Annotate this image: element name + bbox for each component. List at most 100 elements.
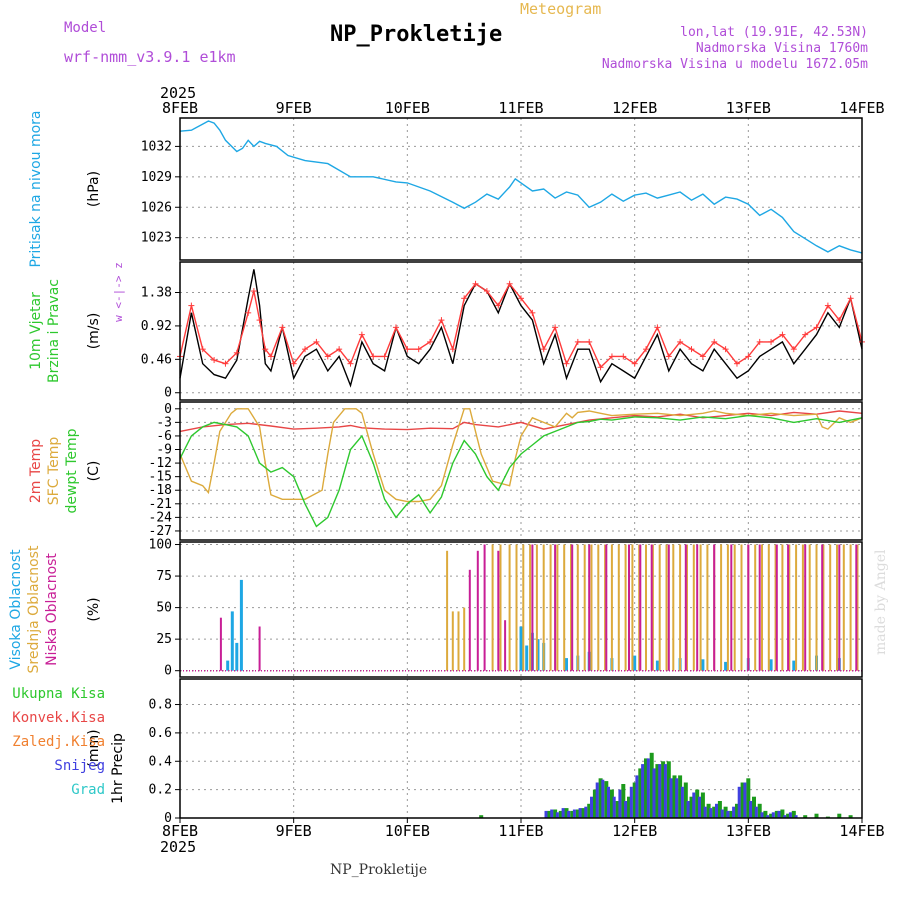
panel-ylabel: SFC Temp	[46, 437, 62, 506]
wind-compass-label: w <-|-> z	[112, 262, 125, 322]
panel-frame	[179, 261, 863, 401]
bar	[554, 544, 557, 671]
bar	[631, 544, 634, 671]
wind-plus-marker	[415, 346, 422, 353]
bar	[757, 803, 762, 818]
bar	[842, 544, 845, 671]
bar	[729, 810, 734, 818]
wind-plus-marker	[262, 346, 269, 353]
bar	[497, 550, 500, 671]
bar	[633, 655, 637, 671]
bar	[724, 661, 728, 671]
bar	[556, 544, 559, 671]
panel-clouds: 0 25 50 75 100 (%) Visoka Oblacnost Srednja Obl…	[8, 538, 863, 679]
bar	[737, 786, 741, 818]
bar	[786, 813, 791, 818]
bar	[769, 659, 773, 671]
coords-text: lon,lat (19.91E, 42.53N)	[680, 25, 868, 40]
precip-legend-item: Snijeg	[54, 758, 105, 774]
bar	[703, 806, 707, 818]
bar	[618, 789, 622, 818]
panel-ylabel: 1hr Precip	[110, 733, 126, 804]
time-tick-label-top: 12FEB	[612, 99, 657, 117]
bar	[754, 544, 757, 671]
bar	[667, 544, 670, 671]
bar	[669, 778, 673, 818]
wind-plus-marker	[790, 346, 797, 353]
series-line	[179, 414, 863, 528]
y-tick-label: -12	[149, 456, 172, 471]
bar	[504, 620, 507, 671]
time-tick-label-bottom: 8FEB	[162, 822, 198, 840]
bar	[787, 544, 790, 671]
bar	[684, 544, 687, 671]
bar	[735, 803, 739, 818]
station-title: NP_Prokletije	[330, 22, 503, 47]
bar	[610, 544, 613, 671]
wind-plus-marker	[211, 357, 218, 364]
panel-frame	[179, 401, 863, 541]
wind-plus-marker	[608, 353, 615, 360]
wind-plus-marker	[643, 346, 650, 353]
bar	[763, 810, 768, 818]
panel-ylabel: Pritisak na nivou mora	[28, 110, 44, 267]
bar	[661, 761, 666, 818]
bar	[706, 803, 711, 818]
bar	[595, 782, 599, 818]
wind-plus-marker	[381, 353, 388, 360]
panel-ylabel: Visoka Oblacnost	[8, 549, 24, 670]
wind-plus-marker	[722, 346, 729, 353]
bar	[258, 626, 261, 671]
wind-plus-marker	[552, 324, 559, 331]
bar	[720, 809, 724, 818]
y-tick-label: 0	[164, 664, 172, 679]
time-tick-label-top: 10FEB	[385, 99, 430, 117]
wind-plus-marker	[699, 353, 706, 360]
bar	[740, 544, 743, 671]
bar	[519, 626, 523, 671]
bar	[803, 815, 808, 818]
wind-plus-marker	[540, 346, 547, 353]
y-tick-label: 1.38	[141, 286, 172, 301]
bar	[712, 806, 717, 818]
bar	[740, 782, 745, 818]
wind-plus-marker	[392, 324, 399, 331]
bar	[624, 544, 627, 671]
bar	[576, 544, 579, 671]
bar	[597, 544, 600, 671]
bar	[758, 544, 761, 671]
panel-frame	[179, 678, 863, 819]
time-tick-label-top: 14FEB	[839, 99, 884, 117]
y-tick-label: 0.46	[141, 352, 172, 367]
bar	[717, 801, 722, 818]
year-bottom: 2025	[160, 838, 197, 856]
bar	[726, 810, 730, 818]
unit-label: (m/s)	[86, 313, 102, 350]
footer-title: NP_Prokletije	[330, 862, 428, 878]
precip-legend-item: Grad	[71, 782, 105, 798]
bar	[592, 789, 597, 818]
bar	[651, 544, 654, 671]
year-top: 2025	[160, 84, 197, 102]
bar	[781, 544, 784, 671]
y-tick-label: -3	[156, 415, 172, 430]
wind-plus-marker	[279, 324, 286, 331]
panel-ylabel: 2m Temp	[28, 439, 44, 503]
bar	[775, 544, 778, 671]
y-tick-label: 1029	[141, 170, 172, 185]
wind-plus-marker	[824, 302, 831, 309]
bar	[542, 544, 545, 671]
y-tick-label: 0	[164, 811, 172, 826]
bar	[672, 544, 675, 671]
wind-plus-marker	[222, 360, 229, 367]
bar	[561, 808, 565, 818]
y-tick-label: -21	[149, 497, 172, 512]
wind-plus-marker	[461, 295, 468, 302]
bar	[612, 796, 616, 818]
bar	[695, 789, 700, 818]
wind-plus-marker	[336, 346, 343, 353]
wind-plus-marker	[427, 338, 434, 345]
bar	[601, 779, 605, 818]
bar	[570, 810, 575, 818]
wind-plus-marker	[188, 302, 195, 309]
